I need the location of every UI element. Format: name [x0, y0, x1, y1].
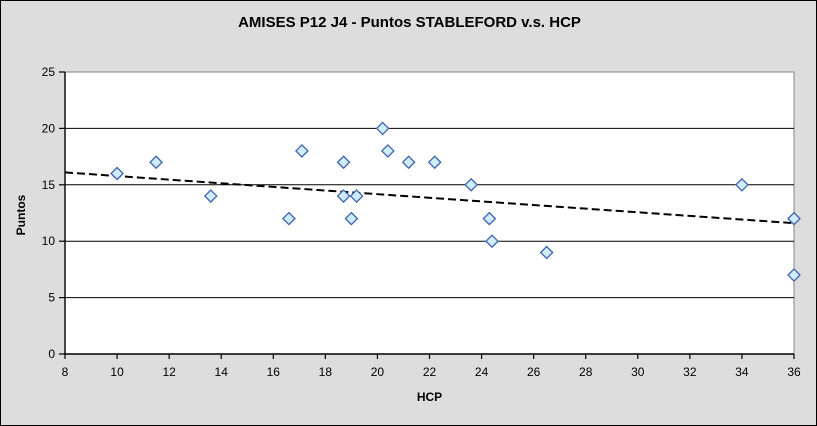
- data-point-marker: [375, 121, 390, 136]
- data-point-marker: [485, 234, 499, 249]
- data-point-marker: [539, 245, 554, 260]
- data-point-marker: [380, 144, 395, 158]
- x-tick-label: 34: [735, 365, 749, 379]
- data-point-marker: [349, 189, 364, 203]
- x-tick-label: 10: [110, 365, 124, 379]
- data-point-marker: [336, 155, 351, 170]
- data-point-marker: [427, 155, 442, 170]
- data-point-marker: [295, 144, 309, 158]
- x-axis-label: HCP: [416, 390, 443, 404]
- y-tick-label: 15: [42, 178, 56, 192]
- y-tick-label: 25: [42, 65, 56, 79]
- x-tick-label: 22: [423, 365, 437, 379]
- x-tick-label: 30: [631, 365, 645, 379]
- x-tick-label: 20: [371, 365, 385, 379]
- data-point-marker: [787, 211, 801, 226]
- chart-title: AMISES P12 J4 - Puntos STABLEFORD v.s. H…: [238, 14, 581, 31]
- y-tick-label: 10: [42, 234, 56, 248]
- data-point-marker: [149, 155, 164, 170]
- x-tick-label: 14: [215, 365, 229, 379]
- y-tick-label: 5: [48, 291, 55, 305]
- x-tick-label: 26: [527, 365, 541, 379]
- data-point-marker: [401, 155, 416, 170]
- data-point-marker: [464, 177, 479, 192]
- trendline: [64, 171, 795, 225]
- data-point-marker: [482, 211, 497, 226]
- x-tick-label: 8: [62, 365, 69, 379]
- plot-background: [64, 71, 795, 355]
- x-tick-label: 36: [787, 365, 801, 379]
- data-point-marker: [110, 166, 124, 181]
- y-tick-label: 20: [42, 121, 56, 135]
- x-tick-label: 28: [579, 365, 593, 379]
- x-tick-label: 18: [319, 365, 333, 379]
- x-tick-label: 12: [162, 365, 176, 379]
- data-point-marker: [344, 211, 359, 226]
- y-axis-label-text: Puntos: [14, 194, 28, 236]
- data-point-marker: [203, 189, 218, 203]
- x-tick-label: 16: [267, 365, 281, 379]
- data-point-marker: [735, 177, 749, 192]
- data-point-marker: [281, 211, 296, 226]
- y-tick-label: 0: [48, 347, 55, 361]
- x-tick-label: 24: [475, 365, 489, 379]
- data-point-marker: [336, 189, 351, 203]
- data-point-marker: [787, 268, 801, 282]
- x-tick-label: 32: [683, 365, 697, 379]
